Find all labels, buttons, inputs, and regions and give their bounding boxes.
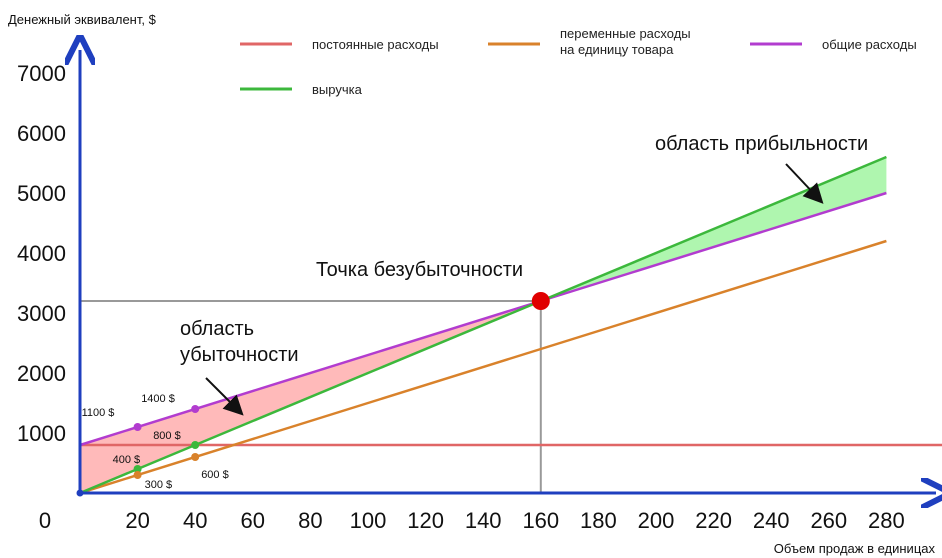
data-point-revenue xyxy=(133,465,142,473)
origin-label: 0 xyxy=(39,508,51,533)
y-tick-label: 2000 xyxy=(17,361,66,386)
x-tick-label: 200 xyxy=(638,508,675,533)
legend-label-variable: переменные расходы на единицу товара xyxy=(560,26,691,57)
x-tick-label: 260 xyxy=(810,508,847,533)
x-tick-label: 280 xyxy=(868,508,905,533)
data-point-label: 400 $ xyxy=(113,454,141,466)
x-tick-label: 120 xyxy=(407,508,444,533)
y-tick-label: 6000 xyxy=(17,121,66,146)
series-line-variable xyxy=(79,239,887,495)
y-tick-label: 1000 xyxy=(17,421,66,446)
x-tick-label: 240 xyxy=(753,508,790,533)
data-point-label: 300 $ xyxy=(145,479,173,491)
x-tick-label: 220 xyxy=(695,508,732,533)
x-tick-label: 180 xyxy=(580,508,617,533)
data-point-total xyxy=(133,423,142,431)
x-tick-label: 160 xyxy=(522,508,559,533)
y-tick-label: 5000 xyxy=(17,181,66,206)
series-line-total xyxy=(79,191,887,447)
x-tick-label: 40 xyxy=(183,508,207,533)
profit-area-label: область прибыльности xyxy=(655,133,868,155)
series-line-revenue xyxy=(79,155,887,495)
data-point-variable xyxy=(191,453,200,461)
data-point-label: 600 $ xyxy=(201,469,229,481)
profit-area-arrow xyxy=(785,163,824,204)
data-point-revenue xyxy=(191,441,200,449)
x-tick-label: 80 xyxy=(298,508,322,533)
y-tick-label: 7000 xyxy=(17,61,66,86)
x-tick-label: 140 xyxy=(465,508,502,533)
break-even-label: Точка безубыточности xyxy=(316,259,523,281)
y-tick-label: 3000 xyxy=(17,301,66,326)
y-axis-label: Денежный эквивалент, $ xyxy=(8,12,157,27)
x-tick-label: 60 xyxy=(241,508,265,533)
x-tick-label: 100 xyxy=(350,508,387,533)
legend-label-total: общие расходы xyxy=(822,37,917,52)
data-point-label: 800 $ xyxy=(153,430,181,442)
break-even-point xyxy=(531,292,550,310)
legend-label-revenue: выручка xyxy=(312,82,363,97)
y-tick-label: 4000 xyxy=(17,241,66,266)
data-point-variable xyxy=(133,471,142,479)
origin-dot xyxy=(76,489,84,497)
data-point-label: 1400 $ xyxy=(141,393,175,405)
data-point-label: 1100 $ xyxy=(82,407,115,419)
loss-area-arrow xyxy=(205,377,244,416)
loss-area-label: область убыточности xyxy=(180,318,299,366)
x-tick-label: 20 xyxy=(125,508,149,533)
data-point-total xyxy=(191,405,200,413)
x-axis-label: Объем продаж в единицах xyxy=(774,541,936,556)
legend-label-fixed: постоянные расходы xyxy=(312,37,439,52)
